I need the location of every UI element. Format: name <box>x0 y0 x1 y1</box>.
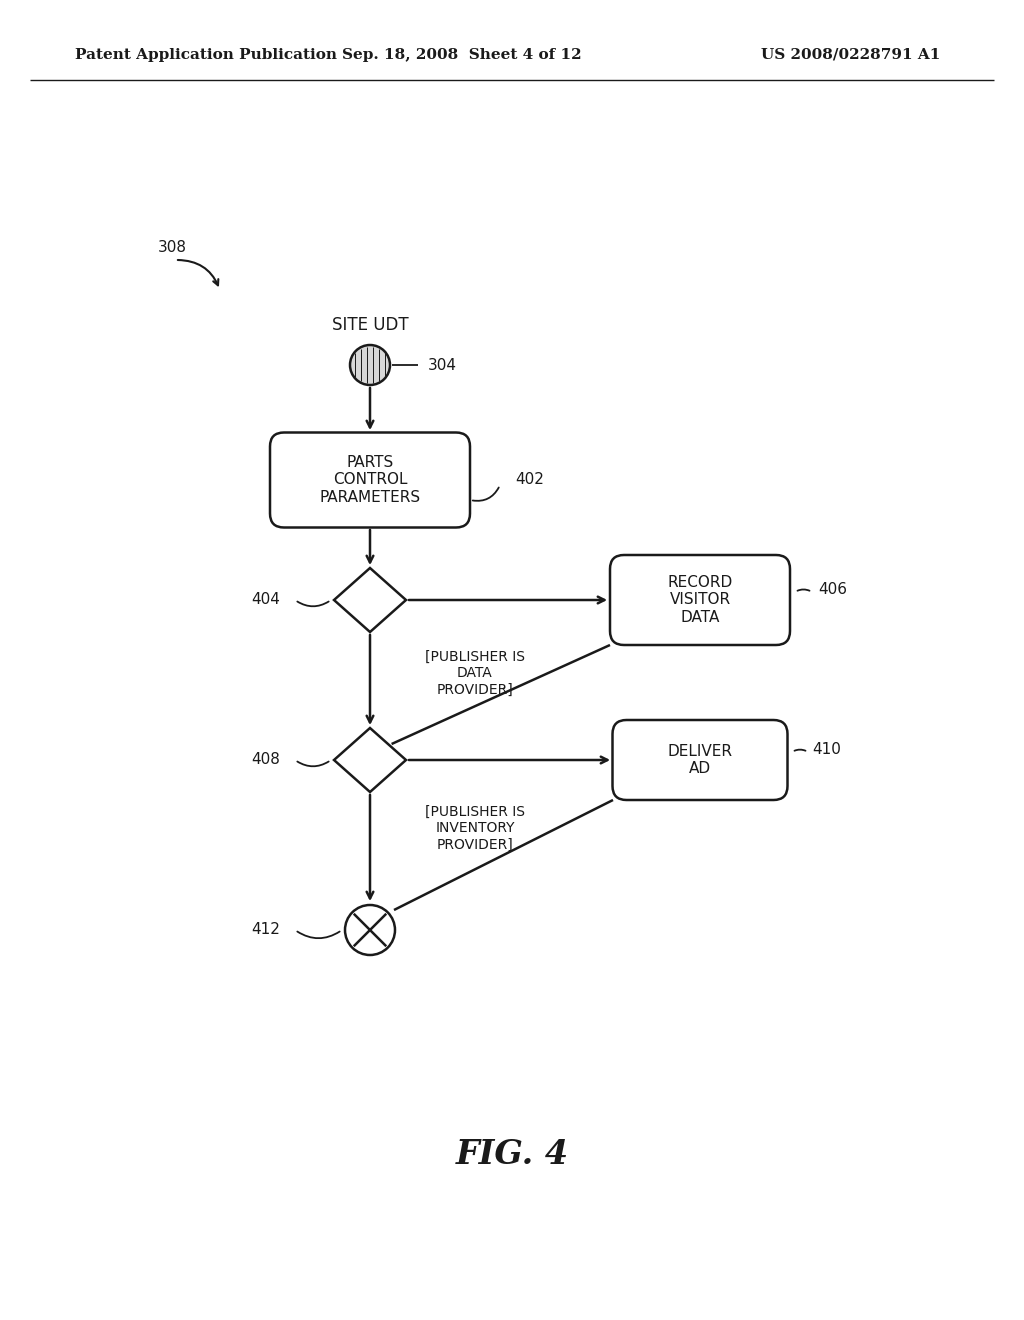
Text: US 2008/0228791 A1: US 2008/0228791 A1 <box>761 48 940 62</box>
Text: 404: 404 <box>251 593 280 607</box>
Text: 308: 308 <box>158 240 187 256</box>
Text: 406: 406 <box>818 582 847 598</box>
Text: [PUBLISHER IS
DATA
PROVIDER]: [PUBLISHER IS DATA PROVIDER] <box>425 649 525 697</box>
Circle shape <box>350 345 390 385</box>
Text: 402: 402 <box>515 473 544 487</box>
Text: RECORD
VISITOR
DATA: RECORD VISITOR DATA <box>668 576 732 624</box>
FancyBboxPatch shape <box>612 719 787 800</box>
Text: PARTS
CONTROL
PARAMETERS: PARTS CONTROL PARAMETERS <box>319 455 421 504</box>
Text: [PUBLISHER IS
INVENTORY
PROVIDER]: [PUBLISHER IS INVENTORY PROVIDER] <box>425 805 525 851</box>
Polygon shape <box>334 568 406 632</box>
Text: 408: 408 <box>251 752 280 767</box>
Circle shape <box>345 906 395 954</box>
FancyBboxPatch shape <box>610 554 790 645</box>
Text: 410: 410 <box>812 742 841 758</box>
Text: 304: 304 <box>428 358 457 372</box>
Text: Patent Application Publication: Patent Application Publication <box>75 48 337 62</box>
Text: DELIVER
AD: DELIVER AD <box>668 743 732 776</box>
Text: 412: 412 <box>251 923 280 937</box>
Text: Sep. 18, 2008  Sheet 4 of 12: Sep. 18, 2008 Sheet 4 of 12 <box>342 48 582 62</box>
Polygon shape <box>334 729 406 792</box>
Text: FIG. 4: FIG. 4 <box>456 1138 568 1172</box>
Text: SITE UDT: SITE UDT <box>332 315 409 334</box>
FancyBboxPatch shape <box>270 433 470 528</box>
